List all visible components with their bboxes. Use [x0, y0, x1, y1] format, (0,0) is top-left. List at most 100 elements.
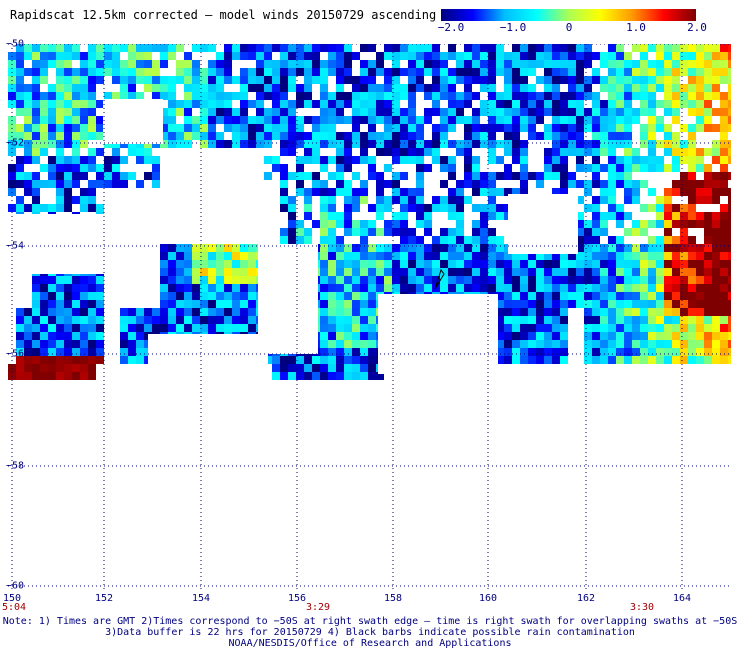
wind-difference-cell: [536, 172, 544, 180]
wind-difference-cell: [608, 100, 616, 108]
wind-difference-cell: [240, 140, 248, 148]
wind-difference-cell: [56, 332, 64, 340]
wind-difference-cell: [232, 108, 240, 116]
wind-difference-cell: [384, 132, 392, 140]
wind-difference-cell: [728, 292, 731, 300]
wind-difference-cell: [176, 300, 184, 308]
wind-difference-cell: [224, 116, 232, 124]
wind-difference-cell: [448, 276, 456, 284]
wind-difference-cell: [16, 308, 24, 316]
wind-difference-cell: [48, 132, 56, 140]
wind-difference-cell: [616, 84, 624, 92]
wind-difference-cell: [16, 356, 24, 364]
wind-difference-cell: [320, 348, 328, 356]
wind-difference-cell: [456, 228, 464, 236]
wind-difference-cell: [192, 132, 200, 140]
lat-tick-label: −54: [6, 240, 25, 252]
wind-difference-cell: [448, 228, 456, 236]
wind-difference-cell: [608, 92, 616, 100]
wind-difference-cell: [720, 148, 728, 156]
wind-difference-cell: [328, 356, 336, 364]
wind-difference-cell: [392, 76, 400, 84]
wind-difference-cell: [496, 116, 504, 124]
wind-difference-cell: [504, 348, 512, 356]
wind-difference-cell: [264, 132, 272, 140]
wind-difference-cell: [472, 132, 480, 140]
wind-difference-cell: [344, 60, 352, 68]
wind-difference-cell: [456, 220, 464, 228]
colorbar-tick-label: 0: [565, 21, 573, 34]
wind-difference-cell: [712, 268, 720, 276]
wind-difference-cell: [448, 244, 456, 252]
wind-difference-cell: [392, 140, 400, 148]
wind-difference-cell: [584, 148, 592, 156]
wind-difference-cell: [560, 356, 568, 364]
wind-difference-cell: [72, 84, 80, 92]
wind-difference-cell: [584, 140, 592, 148]
wind-difference-cell: [616, 132, 624, 140]
wind-difference-cell: [408, 44, 416, 52]
wind-difference-cell: [704, 220, 712, 228]
wind-difference-cell: [88, 52, 96, 60]
wind-difference-cell: [560, 100, 568, 108]
wind-difference-cell: [360, 348, 368, 356]
wind-difference-cell: [704, 164, 712, 172]
wind-difference-cell: [376, 84, 384, 92]
wind-difference-cell: [696, 220, 704, 228]
wind-difference-cell: [96, 284, 104, 292]
wind-difference-cell: [448, 236, 456, 244]
wind-difference-cell: [392, 68, 400, 76]
wind-difference-cell: [392, 284, 400, 292]
wind-difference-cell: [488, 108, 496, 116]
wind-difference-cell: [672, 260, 680, 268]
wind-difference-cell: [320, 116, 328, 124]
wind-difference-cell: [672, 300, 680, 308]
wind-difference-cell: [448, 196, 456, 204]
wind-difference-cell: [456, 148, 464, 156]
wind-difference-cell: [728, 268, 731, 276]
wind-difference-cell: [72, 284, 80, 292]
wind-difference-cell: [232, 244, 240, 252]
wind-difference-cell: [96, 316, 104, 324]
wind-difference-cell: [232, 324, 240, 332]
wind-difference-cell: [592, 212, 600, 220]
wind-difference-cell: [304, 188, 312, 196]
wind-difference-cell: [256, 76, 264, 84]
wind-difference-cell: [432, 148, 440, 156]
wind-difference-cell: [712, 356, 720, 364]
wind-difference-cell: [640, 324, 648, 332]
wind-difference-cell: [552, 324, 560, 332]
wind-difference-cell: [696, 100, 704, 108]
wind-difference-cell: [480, 76, 488, 84]
wind-difference-cell: [280, 372, 288, 380]
wind-difference-cell: [352, 268, 360, 276]
wind-difference-cell: [472, 124, 480, 132]
wind-difference-cell: [520, 44, 528, 52]
wind-difference-cell: [648, 252, 656, 260]
wind-difference-cell: [664, 76, 672, 84]
wind-difference-cell: [520, 268, 528, 276]
wind-difference-cell: [728, 156, 731, 164]
wind-difference-cell: [128, 52, 136, 60]
wind-difference-cell: [544, 132, 552, 140]
wind-difference-cell: [688, 348, 696, 356]
wind-difference-cell: [208, 308, 216, 316]
wind-difference-cell: [632, 324, 640, 332]
wind-difference-cell: [192, 76, 200, 84]
wind-difference-cell: [712, 220, 720, 228]
wind-difference-cell: [168, 76, 176, 84]
wind-difference-cell: [176, 260, 184, 268]
wind-difference-cell: [592, 76, 600, 84]
wind-difference-cell: [136, 340, 144, 348]
wind-difference-cell: [728, 196, 731, 204]
wind-difference-cell: [512, 260, 520, 268]
wind-difference-cell: [664, 124, 672, 132]
wind-difference-cell: [680, 60, 688, 68]
wind-difference-cell: [216, 68, 224, 76]
wind-difference-cell: [464, 60, 472, 68]
wind-difference-cell: [208, 68, 216, 76]
wind-difference-cell: [608, 316, 616, 324]
wind-difference-cell: [360, 84, 368, 92]
wind-difference-cell: [496, 356, 504, 364]
wind-difference-cell: [368, 164, 376, 172]
